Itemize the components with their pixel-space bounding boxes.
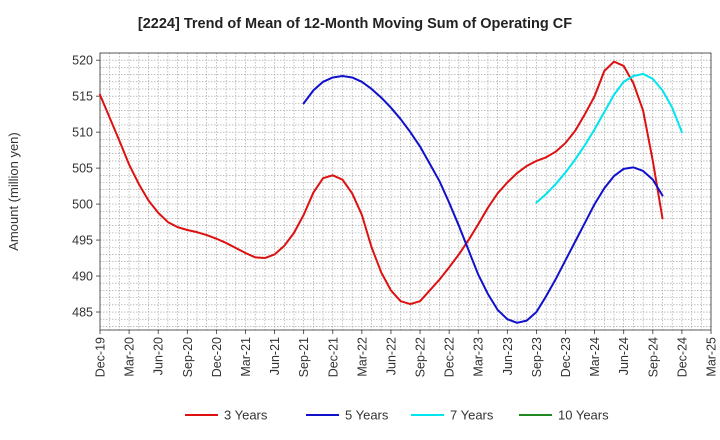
x-tick-label: Sep-20 — [181, 337, 195, 377]
y-tick-label: 515 — [72, 90, 93, 104]
plot-area — [99, 52, 712, 331]
x-tick-label: Sep-22 — [414, 337, 428, 377]
x-tick-label: Dec-24 — [675, 337, 689, 377]
y-axis: 485 490 495 500 505 510 515 520 — [72, 54, 100, 320]
y-tick-label: 495 — [72, 234, 93, 248]
series-line-3-years — [99, 60, 664, 306]
legend: 3 Years 5 Years 7 Years 10 Years — [185, 408, 609, 423]
x-tick-label: Mar-25 — [705, 337, 719, 377]
series-line-7-years — [535, 72, 683, 204]
y-tick-label: 520 — [72, 54, 93, 68]
legend-label: 7 Years — [450, 408, 494, 423]
x-tick-label: Dec-23 — [559, 337, 573, 377]
series-line-5-years — [302, 75, 664, 324]
x-tick-label: Sep-24 — [646, 337, 660, 377]
x-tick-label: Dec-19 — [94, 337, 108, 377]
y-axis-label: Amount (million yen) — [6, 132, 21, 251]
x-tick-label: Mar-23 — [472, 337, 486, 377]
y-tick-label: 510 — [72, 126, 93, 140]
x-tick-label: Mar-24 — [588, 337, 602, 377]
y-tick-label: 490 — [72, 270, 93, 284]
x-tick-label: Dec-21 — [326, 337, 340, 377]
x-tick-label: Sep-21 — [297, 337, 311, 377]
x-tick-label: Mar-21 — [239, 337, 253, 377]
x-tick-label: Jun-22 — [384, 337, 398, 375]
legend-label: 3 Years — [224, 408, 268, 423]
x-tick-label: Jun-24 — [617, 337, 631, 375]
x-tick-label: Dec-20 — [210, 337, 224, 377]
plot-grid — [99, 52, 712, 330]
y-tick-label: 485 — [72, 306, 93, 320]
y-tick-label: 505 — [72, 162, 93, 176]
x-tick-label: Dec-22 — [443, 337, 457, 377]
x-tick-label: Sep-23 — [530, 337, 544, 377]
x-tick-label: Mar-20 — [123, 337, 137, 377]
x-tick-label: Jun-23 — [501, 337, 515, 375]
x-tick-label: Jun-20 — [152, 337, 166, 375]
y-tick-label: 500 — [72, 198, 93, 212]
x-tick-label: Mar-22 — [355, 337, 369, 377]
x-tick-label: Jun-21 — [268, 337, 282, 375]
legend-label: 10 Years — [558, 408, 609, 423]
legend-label: 5 Years — [345, 408, 389, 423]
series-layer — [99, 60, 683, 324]
chart-title: [2224] Trend of Mean of 12-Month Moving … — [138, 16, 572, 32]
x-axis: Dec-19 Mar-20 Jun-20 Sep-20 Dec-20 Mar-21 Jun-… — [94, 330, 719, 377]
